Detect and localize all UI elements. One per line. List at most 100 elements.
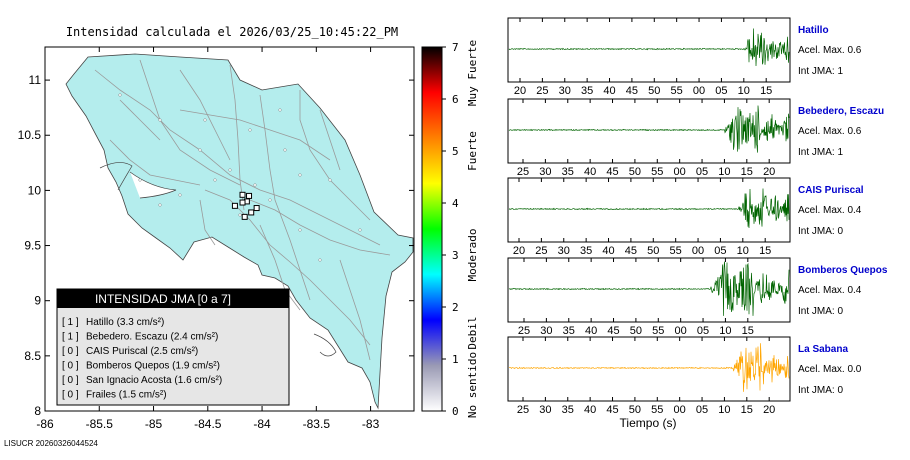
waveform-tick-label: 05 xyxy=(696,404,708,416)
waveform-tick-label: 45 xyxy=(626,85,638,97)
waveform-tick-label: 20 xyxy=(514,85,526,97)
waveform-tick-label: 05 xyxy=(714,245,726,257)
town-dot xyxy=(228,168,232,172)
waveform-tick-label: 10 xyxy=(718,404,730,416)
station-accel-max: Acel. Max. 0.0 xyxy=(798,364,862,375)
station-accel-max: Acel. Max. 0.6 xyxy=(798,126,862,137)
waveform-tick-label: 35 xyxy=(580,245,592,257)
town-dot xyxy=(158,118,162,122)
road-line xyxy=(259,94,311,301)
costa-rica-land xyxy=(65,53,414,410)
road-line xyxy=(319,109,341,171)
map-x-axis: -86 -85.5 -85 -84.5 -84 -83.5 -83 xyxy=(36,47,380,431)
town-dot xyxy=(328,178,332,182)
town-dot xyxy=(203,118,207,122)
legend-header xyxy=(57,289,289,308)
station-marker xyxy=(246,192,253,199)
intensity-colorbar: 0 1 2 3 4 5 6 7 No sentido Debil Moderado Fuerte Mu… xyxy=(421,40,479,418)
station-name: Bebedero, Escazu xyxy=(798,106,884,117)
town-dot xyxy=(278,108,282,112)
waveform-tick-label: 55 xyxy=(651,404,663,416)
waveform-tick-label: 25 xyxy=(517,404,529,416)
waveform-frame xyxy=(507,98,791,164)
town-dot xyxy=(358,228,362,232)
station-marker xyxy=(248,209,255,216)
waveform-tick-label: 15 xyxy=(760,85,772,97)
colorbar-category-label: Fuerte xyxy=(466,131,479,171)
waveform-tick-label: 40 xyxy=(603,85,615,97)
waveform-tick-label: 30 xyxy=(558,245,570,257)
waveform-tick-label: 35 xyxy=(581,85,593,97)
colorbar-category-label: No sentido xyxy=(466,352,479,418)
map-panel: -86 -85.5 -85 -84.5 -84 -83.5 -83 11 10.5 10 9.5 9… xyxy=(18,46,415,431)
waveform-tick-label: 30 xyxy=(540,325,552,337)
waveform-trace xyxy=(508,261,790,316)
station-markers xyxy=(231,191,260,220)
waveform-xlabel: Tiempo (s) xyxy=(620,416,677,430)
station-marker xyxy=(253,205,260,212)
road-line xyxy=(339,259,371,361)
waveform-tick-label: 40 xyxy=(602,245,614,257)
legend-items: [ 1 ] Hatillo (3.3 cm/s²) [ 1 ] Bebedero. E… xyxy=(62,317,222,401)
road-line xyxy=(299,90,371,221)
golfo-dulce xyxy=(313,333,337,357)
waveform-panel: 20 25 30 35 40 45 50 55 00 05 10 15 Hatillo Acel. Max… xyxy=(507,17,862,97)
waveform-tick-label: 55 xyxy=(651,166,663,178)
town-dot xyxy=(318,258,322,262)
colorbar-tick-label: 5 xyxy=(452,145,459,158)
colorbar-tick-label: 4 xyxy=(452,197,459,210)
waveform-tick-label: 00 xyxy=(675,325,687,337)
gulf-outline xyxy=(99,162,133,191)
waveform-panel: 25 30 35 40 45 50 55 00 05 10 15 Bomberos Quepos Ace… xyxy=(507,257,888,337)
town-dot xyxy=(248,128,252,132)
y-tick-label: 8.5 xyxy=(24,349,41,363)
waveform-panel: 25 30 35 40 45 50 55 00 05 10 15 20 La Sabana Acel. M… xyxy=(507,336,862,416)
x-tick-label: -83.5 xyxy=(303,417,331,431)
y-tick-label: 9.5 xyxy=(24,239,41,253)
waveform-tick-label: 20 xyxy=(513,245,525,257)
waveform-tick-label: 35 xyxy=(562,166,574,178)
town-dot xyxy=(118,93,122,97)
station-int-jma: Int JMA: 1 xyxy=(798,66,843,77)
x-tick-label: -84.5 xyxy=(194,417,222,431)
waveform-tick-label: 00 xyxy=(693,85,705,97)
colorbar-tick-label: 7 xyxy=(452,41,459,54)
waveform-tick-label: 10 xyxy=(737,245,749,257)
legend-item-label: CAIS Puriscal (2.5 cm/s²) xyxy=(86,346,198,357)
waveform-tick-label: 30 xyxy=(539,404,551,416)
road-line xyxy=(139,59,241,186)
station-marker xyxy=(239,199,246,206)
road-line xyxy=(179,69,231,161)
colorbar-tick-label: 3 xyxy=(452,249,459,262)
waveform-tick-label: 50 xyxy=(648,85,660,97)
waveform-tick-label: 05 xyxy=(715,85,727,97)
map-title: Intensidad calculada el 2026/03/25_10:45… xyxy=(66,25,398,39)
waveform-tick-label: 00 xyxy=(692,245,704,257)
waveform-panel: 20 25 30 35 40 45 50 55 00 05 10 15 CAIS Puriscal Ace… xyxy=(507,177,864,257)
road-line xyxy=(229,64,245,211)
y-tick-label: 9 xyxy=(34,294,41,308)
y-tick-label: 10.5 xyxy=(18,128,42,142)
town-dot xyxy=(138,178,142,182)
town-dot xyxy=(283,148,287,152)
waveform-panel: 25 30 35 40 45 50 55 00 05 10 15 20 Bebedero, Escazu… xyxy=(507,98,884,178)
waveform-tick-label: 00 xyxy=(674,404,686,416)
waveform-tick-label: 20 xyxy=(763,166,775,178)
waveform-tick-label: 10 xyxy=(718,166,730,178)
town-dot xyxy=(253,183,257,187)
y-tick-label: 11 xyxy=(29,73,42,87)
town-dot xyxy=(213,178,217,182)
colorbar-tick-label: 1 xyxy=(452,353,459,366)
road-line xyxy=(199,199,216,246)
legend-item-label: Bomberos Quepos (1.9 cm/s²) xyxy=(86,361,220,372)
waveform-frame xyxy=(507,17,791,83)
legend-item-label: Bebedero. Escazu (2.4 cm/s²) xyxy=(86,332,218,343)
colorbar-tick-label: 0 xyxy=(452,405,459,418)
waveform-tick-label: 55 xyxy=(671,85,683,97)
waveform-tick-label: 00 xyxy=(674,166,686,178)
waveform-tick-label: 30 xyxy=(539,166,551,178)
town-dot xyxy=(268,198,272,202)
waveform-tick-label: 45 xyxy=(606,166,618,178)
waveform-tick-label: 10 xyxy=(719,325,731,337)
